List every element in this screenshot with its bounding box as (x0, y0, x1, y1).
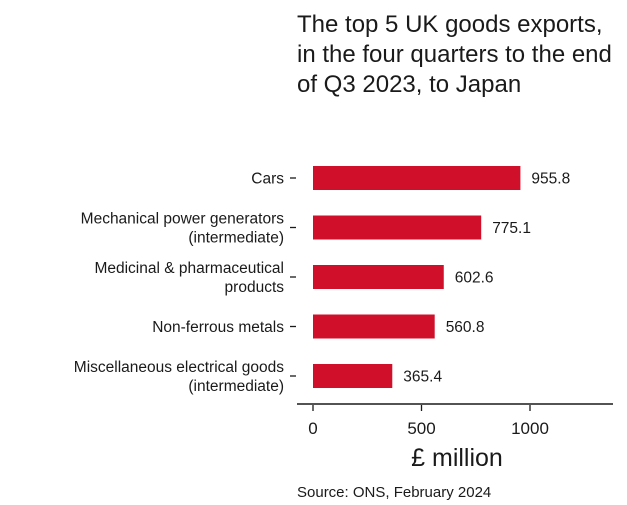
chart-title: The top 5 UK goods exports, in the four … (297, 11, 612, 98)
category-label: products (225, 279, 285, 296)
data-label: 602.6 (455, 270, 494, 287)
data-label: 365.4 (403, 369, 442, 386)
bar (313, 215, 482, 240)
category-label: (intermediate) (188, 378, 284, 395)
x-tick-label: 0 (308, 419, 317, 438)
bar (313, 364, 393, 388)
source-note: Source: ONS, February 2024 (297, 484, 492, 501)
x-tick-label: 500 (407, 419, 435, 438)
category-label: (intermediate) (188, 230, 284, 247)
category-label: Miscellaneous electrical goods (74, 359, 284, 376)
category-label: Non-ferrous metals (152, 319, 284, 336)
data-label: 775.1 (492, 220, 531, 237)
bar (313, 265, 444, 289)
category-label: Mechanical power generators (81, 211, 285, 228)
data-label: 560.8 (446, 319, 485, 336)
x-tick-label: 1000 (511, 419, 549, 438)
x-axis-label: £ million (411, 444, 503, 472)
category-label: Medicinal & pharmaceutical (94, 260, 284, 277)
data-label: 955.8 (531, 171, 570, 188)
bar (313, 314, 435, 339)
bar (313, 166, 521, 190)
category-label: Cars (251, 171, 284, 188)
